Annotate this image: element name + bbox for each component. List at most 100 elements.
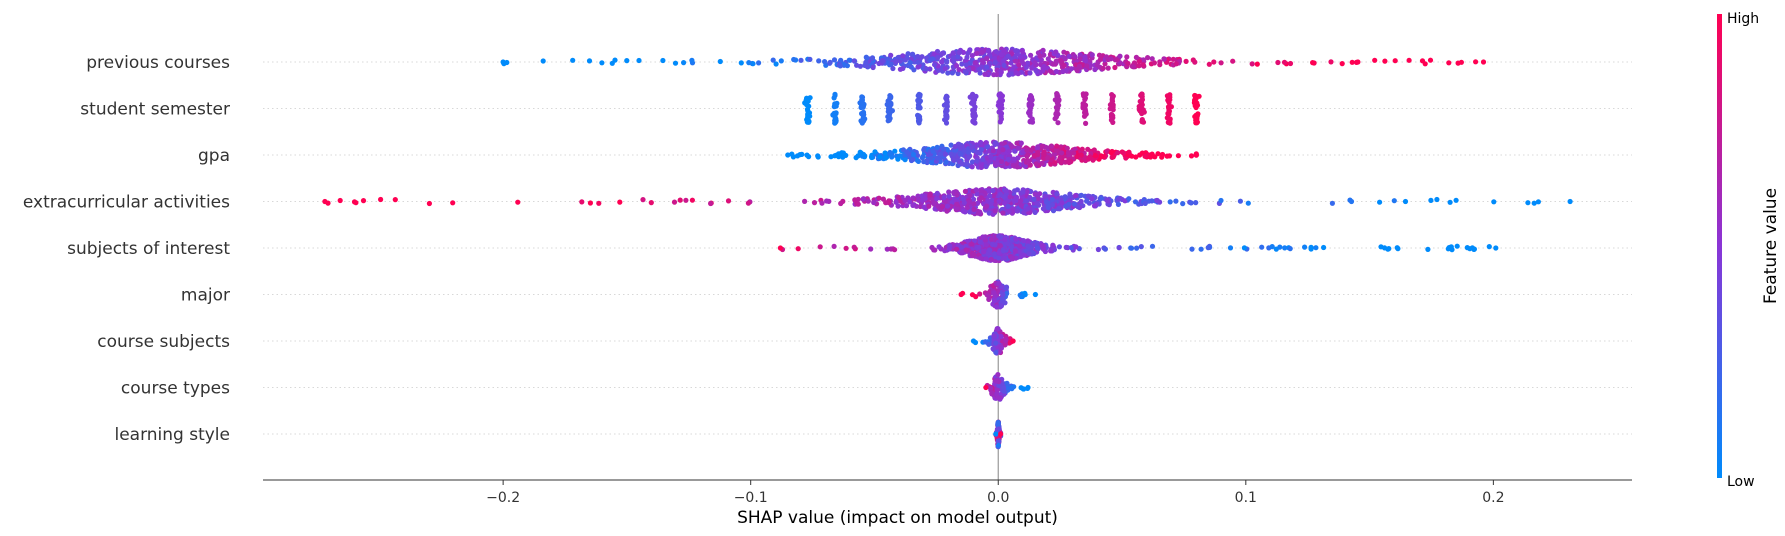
shap-point xyxy=(1043,199,1049,205)
shap-point xyxy=(960,49,967,56)
shap-point xyxy=(832,153,838,159)
shap-point xyxy=(987,247,993,253)
shap-point xyxy=(955,70,961,77)
shap-point xyxy=(1193,152,1199,158)
shap-point xyxy=(1391,198,1397,204)
shap-point xyxy=(915,112,921,118)
shap-point xyxy=(640,197,646,203)
shap-point xyxy=(1000,210,1006,216)
shap-point xyxy=(946,246,953,252)
shap-point xyxy=(1102,61,1108,67)
shap-point xyxy=(1245,200,1251,206)
shap-point xyxy=(939,50,945,57)
shap-point xyxy=(939,59,945,65)
shap-point xyxy=(1053,49,1059,55)
shap-point xyxy=(1079,146,1085,152)
shap-point xyxy=(1001,255,1007,261)
shap-point xyxy=(1349,59,1355,65)
shap-point xyxy=(944,59,950,65)
shap-point xyxy=(956,49,963,56)
shap-point xyxy=(910,202,916,208)
shap-point xyxy=(860,110,866,116)
shap-point xyxy=(1013,48,1019,54)
shap-point xyxy=(984,155,990,161)
shap-point xyxy=(1102,246,1108,252)
shap-point xyxy=(1012,188,1018,194)
shap-point xyxy=(960,208,966,214)
shap-point xyxy=(978,164,984,170)
shap-point xyxy=(903,203,910,209)
x-tick-label: 0.1 xyxy=(1235,490,1257,506)
shap-point xyxy=(967,47,973,53)
shap-point xyxy=(1103,54,1110,60)
shap-point xyxy=(907,199,913,205)
shap-point xyxy=(1013,236,1019,242)
shap-point xyxy=(1161,56,1167,62)
shap-point xyxy=(861,118,867,124)
shap-point xyxy=(968,241,975,247)
shap-point xyxy=(988,201,994,207)
shap-point xyxy=(993,431,999,437)
shap-point xyxy=(954,192,960,198)
shap-point xyxy=(804,152,810,158)
shap-point xyxy=(1083,111,1089,117)
shap-point xyxy=(954,205,960,211)
shap-point xyxy=(1277,244,1283,250)
shap-point xyxy=(1206,61,1212,67)
shap-point xyxy=(811,200,818,206)
shap-point xyxy=(1060,68,1066,75)
shap-point xyxy=(1045,205,1051,211)
shap-point xyxy=(1012,248,1018,254)
shap-point xyxy=(970,338,977,344)
shap-point xyxy=(838,200,844,207)
colorbar: High Low Feature value xyxy=(1717,11,1781,490)
shap-point xyxy=(1128,245,1135,251)
shap-point xyxy=(1024,189,1030,195)
shap-point xyxy=(1032,191,1038,197)
shap-point xyxy=(998,101,1004,108)
shap-point xyxy=(1486,244,1492,250)
shap-point xyxy=(959,161,965,167)
shap-point xyxy=(964,54,970,61)
shap-point xyxy=(943,108,950,114)
shap-point xyxy=(1313,245,1319,251)
shap-point xyxy=(1018,140,1024,146)
shap-point xyxy=(1010,338,1016,344)
shap-point xyxy=(996,198,1002,204)
shap-point xyxy=(1190,57,1196,63)
shap-point xyxy=(1034,145,1040,151)
shap-point xyxy=(972,104,978,110)
shap-point xyxy=(1068,66,1074,72)
shap-point xyxy=(1108,150,1114,156)
shap-point xyxy=(1071,150,1077,156)
shap-point xyxy=(1275,59,1281,66)
shap-point xyxy=(1133,54,1139,61)
shap-point xyxy=(1071,201,1078,207)
shap-point xyxy=(1455,60,1461,66)
shap-point xyxy=(981,249,987,255)
shap-point xyxy=(1019,293,1025,300)
shap-point xyxy=(888,52,894,58)
shap-point xyxy=(988,256,994,262)
shap-point xyxy=(1126,196,1132,202)
shap-point xyxy=(978,139,984,146)
feature-label: learning style xyxy=(114,425,230,445)
shap-point xyxy=(999,338,1005,344)
shap-point xyxy=(817,244,823,250)
shap-point xyxy=(998,344,1004,350)
shap-point xyxy=(1139,91,1145,97)
shap-point xyxy=(1001,47,1007,53)
shap-point xyxy=(939,203,946,210)
shap-point xyxy=(1112,64,1118,71)
shap-point xyxy=(1039,143,1045,149)
shap-point xyxy=(1395,246,1401,252)
x-tick-label: −0.2 xyxy=(486,490,520,506)
shap-point xyxy=(985,197,991,204)
shap-point xyxy=(885,109,891,115)
shap-point xyxy=(540,58,546,64)
shap-point xyxy=(1104,148,1110,155)
shap-point xyxy=(870,64,876,71)
shap-point xyxy=(1092,66,1098,73)
shap-point xyxy=(991,251,997,257)
shap-point xyxy=(1080,91,1086,97)
